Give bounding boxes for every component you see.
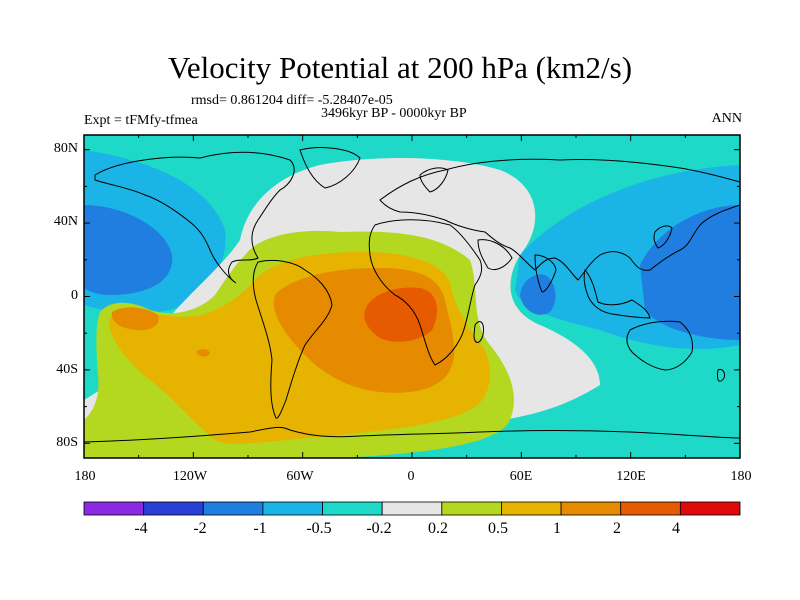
field-orange-small — [196, 349, 210, 357]
colorbar-label: 4 — [672, 520, 680, 537]
field-blue-west-pacific — [640, 205, 740, 340]
lon-label-180w: 180 — [74, 469, 96, 484]
field-red-orange-core — [364, 287, 437, 342]
colorbar-label: 1 — [553, 520, 561, 537]
coast-eurasia — [379, 158, 740, 281]
coast-australia — [626, 320, 693, 371]
lat-label-40n: 40N — [53, 214, 78, 229]
colorbar-swatch — [441, 501, 502, 516]
lon-label-120w: 120W — [172, 469, 208, 484]
colorbar — [83, 501, 741, 516]
colorbar-label: -2 — [193, 520, 207, 537]
colorbar-label: 2 — [613, 520, 621, 537]
colorbar-label: -0.5 — [306, 520, 332, 537]
lat-label-eq: 0 — [71, 288, 78, 303]
colorbar-swatch — [83, 501, 145, 516]
stats-line: rmsd= 0.861204 diff= -5.28407e-05 — [191, 93, 393, 108]
coast-madagascar — [473, 321, 484, 343]
coastlines — [84, 147, 740, 443]
lat-label-80s: 80S — [56, 435, 78, 450]
lat-label-80n: 80N — [53, 141, 78, 156]
coast-arabia — [477, 239, 513, 271]
colorbar-swatch — [560, 501, 622, 516]
colorbar-label: -1 — [253, 520, 267, 537]
coast-antarctica — [84, 426, 740, 443]
colorbar-swatch — [620, 501, 681, 516]
map-title: Velocity Potential at 200 hPa (km2/s) — [167, 50, 633, 85]
lat-label-40s: 40S — [56, 362, 78, 377]
colorbar-swatch — [679, 501, 741, 516]
field-blue-indian — [520, 274, 556, 315]
lon-label-60e: 60E — [509, 469, 533, 484]
coast-south-america — [252, 259, 333, 419]
velocity-potential-field — [84, 135, 740, 458]
lon-label-120e: 120E — [616, 469, 646, 484]
coast-scandinavia — [419, 167, 449, 193]
lon-label-0: 0 — [407, 469, 415, 484]
coast-southeast-asia — [583, 268, 651, 319]
coast-japan — [653, 225, 673, 249]
coast-africa — [368, 219, 483, 366]
season-label: ANN — [711, 111, 742, 126]
period-label: 3496kyr BP - 0000kyr BP — [321, 106, 467, 121]
lon-label-180e: 180 — [730, 469, 752, 484]
colorbar-label: -4 — [134, 520, 148, 537]
colorbar-swatch — [501, 501, 562, 516]
colorbar-label: -0.2 — [366, 520, 392, 537]
field-orange-pacific — [111, 307, 159, 331]
colorbar-swatch — [202, 501, 264, 516]
coast-north-america — [94, 151, 295, 284]
colorbar-swatch — [143, 501, 204, 516]
colorbar-label: 0.5 — [488, 520, 508, 537]
colorbar-label: 0.2 — [428, 520, 448, 537]
coast-new-zealand — [717, 369, 725, 382]
coast-india — [534, 254, 557, 293]
colorbar-swatch — [322, 501, 383, 516]
experiment-label: Expt = tFMfy-tfmea — [84, 113, 198, 128]
axis-ticks — [83, 135, 741, 458]
coast-greenland — [299, 147, 361, 189]
field-blue-east-pacific — [84, 205, 173, 295]
colorbar-swatch — [381, 501, 443, 516]
colorbar-swatch — [262, 501, 323, 516]
lon-label-60w: 60W — [286, 469, 314, 484]
